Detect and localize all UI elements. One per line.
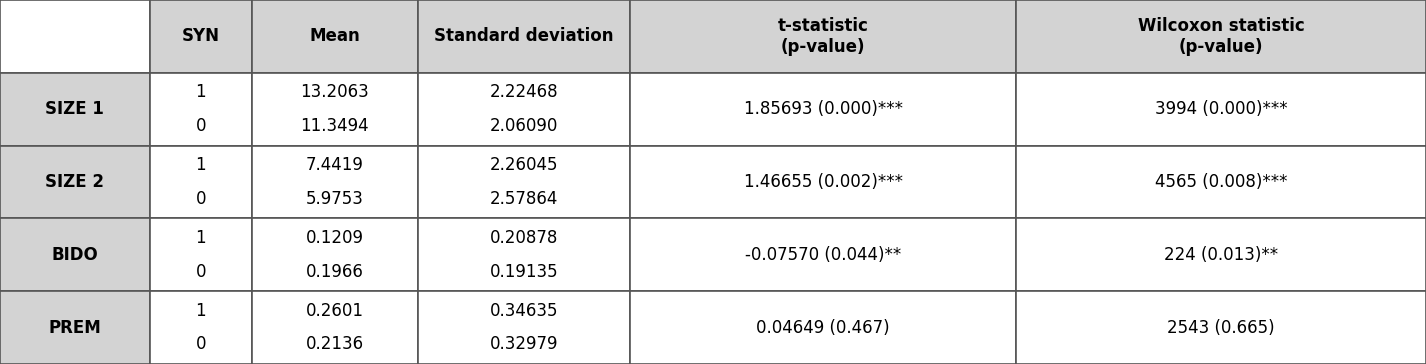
Bar (150, 291, 252, 364)
Bar (630, 146, 1017, 218)
Text: 224 (0.013)**: 224 (0.013)** (1164, 246, 1278, 264)
Bar (252, 0, 418, 73)
Text: PREM: PREM (48, 318, 101, 337)
Bar (150, 0, 252, 73)
Text: 5.9753: 5.9753 (307, 190, 364, 208)
Bar (630, 218, 1017, 291)
Text: 7.4419: 7.4419 (307, 156, 364, 174)
Bar (1017, 291, 1426, 364)
Bar (1017, 218, 1426, 291)
Bar (1017, 73, 1426, 146)
Text: 0.04649 (0.467): 0.04649 (0.467) (756, 318, 890, 337)
Text: 1: 1 (195, 156, 207, 174)
Bar (252, 73, 418, 146)
Text: 0.19135: 0.19135 (489, 262, 558, 281)
Text: t-statistic
(p-value): t-statistic (p-value) (777, 17, 868, 56)
Text: 2.06090: 2.06090 (489, 117, 558, 135)
Text: 0.2136: 0.2136 (305, 335, 364, 353)
Text: 3994 (0.000)***: 3994 (0.000)*** (1155, 100, 1288, 118)
Text: Mean: Mean (309, 27, 361, 46)
Text: 1: 1 (195, 83, 207, 102)
Text: 4565 (0.008)***: 4565 (0.008)*** (1155, 173, 1288, 191)
Text: 0.34635: 0.34635 (489, 302, 558, 320)
Text: 1.46655 (0.002)***: 1.46655 (0.002)*** (744, 173, 903, 191)
Text: 13.2063: 13.2063 (301, 83, 369, 102)
Text: 2543 (0.665): 2543 (0.665) (1168, 318, 1275, 337)
Text: BIDO: BIDO (51, 246, 98, 264)
Text: 0: 0 (195, 262, 207, 281)
Text: 1.85693 (0.000)***: 1.85693 (0.000)*** (744, 100, 903, 118)
Bar (630, 0, 1017, 73)
Bar (418, 146, 630, 218)
Text: -0.07570 (0.044)**: -0.07570 (0.044)** (746, 246, 901, 264)
Text: 1: 1 (195, 229, 207, 247)
Text: 0.2601: 0.2601 (305, 302, 364, 320)
Bar (418, 0, 630, 73)
Bar (150, 73, 252, 146)
Text: SIZE 1: SIZE 1 (46, 100, 104, 118)
Text: 0: 0 (195, 117, 207, 135)
Bar (252, 146, 418, 218)
Bar (150, 146, 252, 218)
Bar (418, 73, 630, 146)
Text: 0: 0 (195, 190, 207, 208)
Text: 2.26045: 2.26045 (489, 156, 558, 174)
Text: 1: 1 (195, 302, 207, 320)
Text: 0.32979: 0.32979 (489, 335, 558, 353)
Text: 2.57864: 2.57864 (489, 190, 558, 208)
Bar (0, 146, 150, 218)
Text: 11.3494: 11.3494 (301, 117, 369, 135)
Bar (0, 218, 150, 291)
Bar (252, 291, 418, 364)
Text: SIZE 2: SIZE 2 (46, 173, 104, 191)
Bar (150, 218, 252, 291)
Text: 0.1966: 0.1966 (307, 262, 364, 281)
Bar (1017, 0, 1426, 73)
Bar (418, 218, 630, 291)
Text: 0: 0 (195, 335, 207, 353)
Bar (0, 0, 150, 73)
Bar (0, 291, 150, 364)
Text: SYN: SYN (183, 27, 220, 46)
Bar (630, 73, 1017, 146)
Text: Standard deviation: Standard deviation (434, 27, 613, 46)
Text: 2.22468: 2.22468 (489, 83, 558, 102)
Bar (252, 218, 418, 291)
Bar (1017, 146, 1426, 218)
Text: 0.20878: 0.20878 (489, 229, 558, 247)
Text: Wilcoxon statistic
(p-value): Wilcoxon statistic (p-value) (1138, 17, 1305, 56)
Bar (630, 291, 1017, 364)
Bar (418, 291, 630, 364)
Bar (0, 73, 150, 146)
Text: 0.1209: 0.1209 (305, 229, 364, 247)
